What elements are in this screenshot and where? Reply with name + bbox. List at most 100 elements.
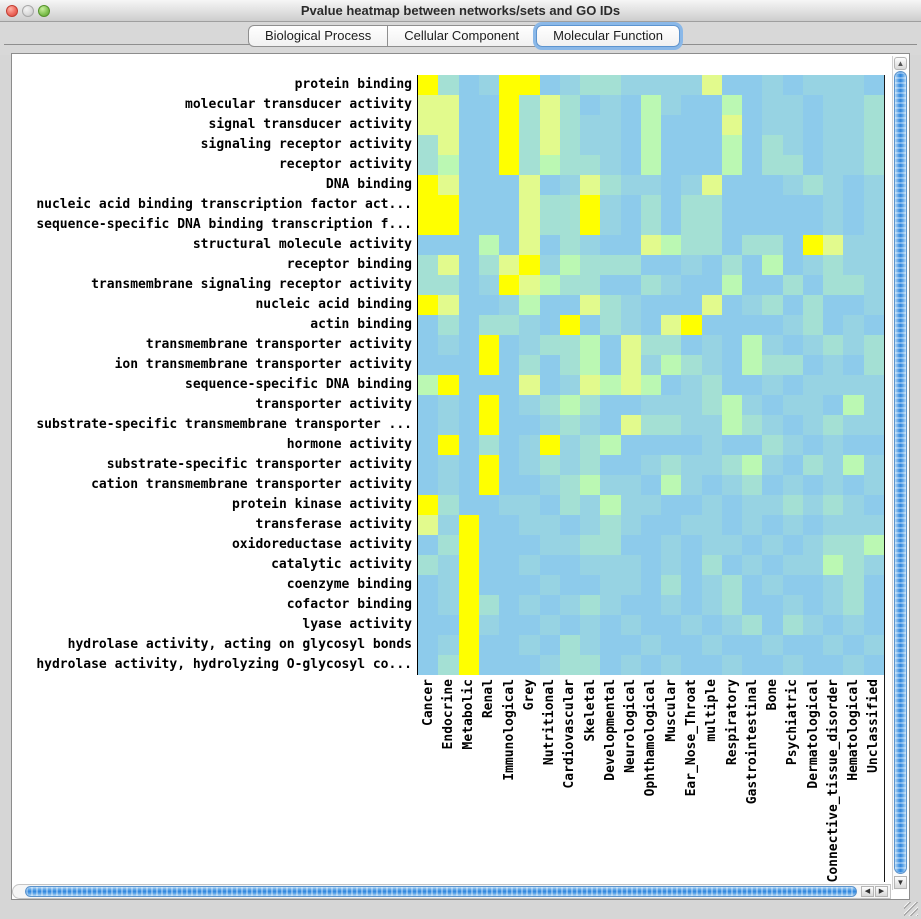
heatmap-cell	[782, 375, 803, 395]
close-button[interactable]	[6, 5, 18, 17]
vertical-scrollbar-thumb[interactable]	[894, 71, 907, 874]
heatmap-cell	[600, 115, 621, 135]
heatmap-cell	[499, 175, 520, 195]
heatmap-cell	[458, 655, 479, 675]
heatmap-cell	[539, 235, 560, 255]
heatmap-cell	[802, 275, 824, 295]
heatmap-cell	[519, 615, 540, 635]
heatmap-column-label: Nutritional	[540, 679, 560, 765]
heatmap-cell	[620, 455, 641, 475]
heatmap-cell	[802, 535, 824, 555]
heatmap-cell	[519, 515, 540, 535]
heatmap-cell	[458, 495, 479, 515]
heatmap-cell	[620, 115, 641, 135]
heatmap-row-label: lyase activity	[302, 617, 412, 632]
heatmap-cell	[458, 435, 479, 455]
heatmap-cell	[863, 75, 884, 95]
heatmap-cell	[600, 655, 621, 675]
heatmap-cell	[661, 615, 682, 635]
window-resize-grip[interactable]	[904, 902, 918, 916]
heatmap-cell	[478, 495, 500, 515]
minimize-button[interactable]	[22, 5, 34, 17]
heatmap-cell	[802, 335, 824, 355]
heatmap-cell	[458, 375, 479, 395]
heatmap-cell	[580, 255, 601, 275]
heatmap-cell	[661, 435, 682, 455]
heatmap-cell	[681, 75, 702, 95]
heatmap-cell	[499, 355, 520, 375]
heatmap-cell	[823, 235, 844, 255]
heatmap-cell	[478, 275, 500, 295]
heatmap-cell	[620, 275, 641, 295]
heatmap-cell	[843, 195, 864, 215]
heatmap-column-label-text: Respiratory	[724, 679, 740, 766]
heatmap-cell	[478, 595, 500, 615]
heatmap-cell	[721, 155, 743, 175]
heatmap-cell	[802, 655, 824, 675]
heatmap-cell	[823, 595, 844, 615]
heatmap-cell	[580, 115, 601, 135]
heatmap-cell	[823, 435, 844, 455]
heatmap-cell	[539, 195, 560, 215]
heatmap-column-label-text: Ear_Nose_Throat	[684, 679, 700, 797]
tab-biological-process[interactable]: Biological Process	[248, 25, 389, 47]
heatmap-cell	[742, 255, 763, 275]
heatmap-column-label-text: multiple	[704, 679, 720, 742]
heatmap-cell	[499, 435, 520, 455]
heatmap-cell	[782, 635, 803, 655]
heatmap-cell	[499, 255, 520, 275]
heatmap-column-label: Connective_tissue_disorder	[823, 679, 843, 883]
heatmap-cell	[458, 295, 479, 315]
scroll-left-arrow-icon[interactable]: ◀	[861, 886, 874, 897]
heatmap-row-label: hydrolase activity, acting on glycosyl b…	[67, 637, 412, 652]
heatmap-cell	[559, 75, 581, 95]
heatmap-cell	[640, 235, 662, 255]
heatmap-cell	[681, 475, 702, 495]
heatmap-cell	[823, 95, 844, 115]
heatmap-cell	[418, 615, 439, 635]
heatmap-cell	[661, 195, 682, 215]
heatmap-cell	[600, 255, 621, 275]
heatmap-cell	[458, 555, 479, 575]
heatmap-cell	[519, 75, 540, 95]
heatmap-cell	[519, 395, 540, 415]
scroll-up-arrow-icon[interactable]: ▲	[894, 57, 907, 70]
heatmap-cell	[458, 635, 479, 655]
heatmap-cell	[600, 335, 621, 355]
heatmap-cell	[458, 115, 479, 135]
heatmap-cell	[843, 655, 864, 675]
zoom-button[interactable]	[38, 5, 50, 17]
vertical-scrollbar[interactable]: ▲ ▼	[892, 56, 907, 890]
tab-cellular-component[interactable]: Cellular Component	[388, 25, 537, 47]
heatmap-cell	[478, 375, 500, 395]
heatmap-cell	[438, 615, 459, 635]
heatmap-cell	[742, 115, 763, 135]
heatmap-cell	[661, 315, 682, 335]
heatmap-cell	[458, 515, 479, 535]
heatmap-cell	[519, 215, 540, 235]
heatmap-cell	[863, 255, 884, 275]
heatmap-cell	[843, 455, 864, 475]
heatmap-cell	[802, 355, 824, 375]
heatmap-cell	[823, 255, 844, 275]
heatmap-cell	[458, 475, 479, 495]
heatmap-cell	[863, 175, 884, 195]
tab-molecular-function[interactable]: Molecular Function	[536, 25, 680, 47]
heatmap-cell	[742, 615, 763, 635]
title-bar[interactable]: Pvalue heatmap between networks/sets and…	[0, 0, 921, 22]
scroll-down-arrow-icon[interactable]: ▼	[894, 876, 907, 889]
heatmap-cell	[823, 655, 844, 675]
heatmap-column-label: Endocrine	[438, 679, 458, 749]
heatmap-cell	[458, 135, 479, 155]
horizontal-scrollbar-thumb[interactable]	[25, 886, 857, 897]
heatmap-cell	[742, 655, 763, 675]
heatmap-cell	[559, 555, 581, 575]
horizontal-scrollbar[interactable]: ◀ ▶	[12, 884, 891, 899]
heatmap-cell	[863, 95, 884, 115]
heatmap-cell	[863, 475, 884, 495]
heatmap-cell	[580, 435, 601, 455]
heatmap-cell	[721, 135, 743, 155]
heatmap-row-label: substrate-specific transmembrane transpo…	[36, 417, 412, 432]
heatmap-cell	[782, 195, 803, 215]
scroll-right-arrow-icon[interactable]: ▶	[875, 886, 888, 897]
